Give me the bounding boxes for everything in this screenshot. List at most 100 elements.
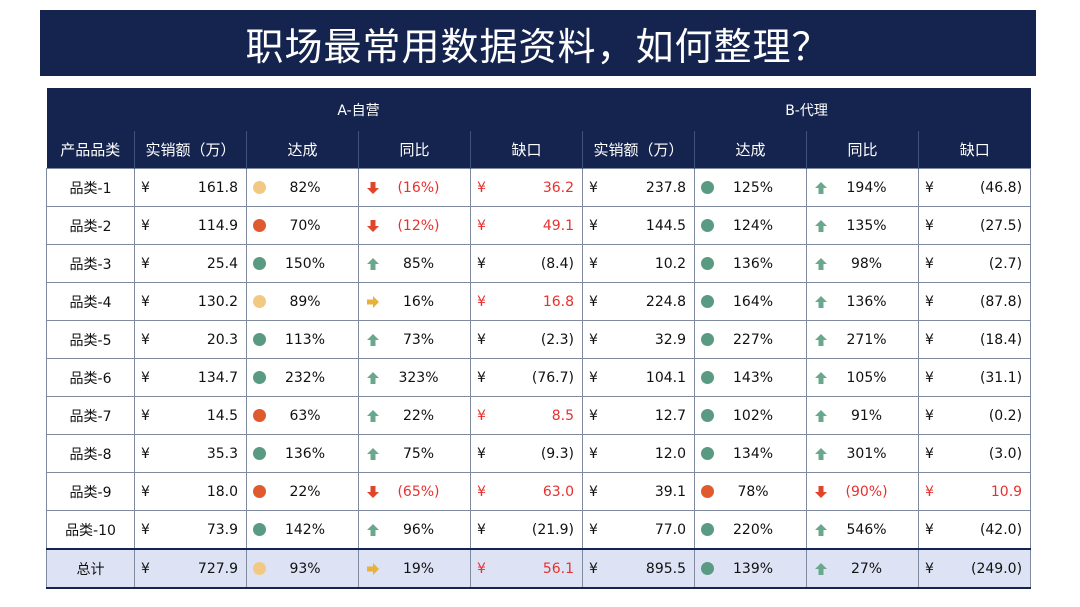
category-cell: 品类-2 [46,206,135,245]
gap-a-value: (76.7) [531,369,575,386]
table-row: 品类-6 ¥134.7 232% 323% ¥ (76.7) ¥104.1 143% 105% ¥… [46,358,1032,397]
sales-a-value: 14.5 [206,407,238,424]
yoy-b: 91% [806,396,920,435]
achievement-b: 124% [694,206,808,245]
status-dot-icon [701,447,715,460]
yoy-a-value: 85% [402,255,435,272]
gap-b: ¥ (87.8) [918,282,1032,321]
gap-a: ¥49.1 [469,206,584,245]
sales-b-wrap: ¥895.5 [583,550,694,587]
yoy-a-wrap: 323% [359,359,470,396]
status-dot-icon [253,295,266,308]
table-row: 品类-9 ¥18.0 22% (65%) ¥63.0 ¥39.1 78% (90%) ¥10.9 [46,472,1032,511]
yoy-b-value: 135% [846,217,887,234]
sales-a-wrap: ¥727.9 [135,550,246,587]
gap-a: ¥ (76.7) [469,358,584,397]
column-header-row: 产品品类 实销额（万） 达成 同比 缺口 实销额（万） 达成 同比 缺口 [46,131,1031,169]
gap-a: ¥ (21.9) [469,510,584,550]
gap-b: ¥ (31.1) [918,358,1032,397]
currency-symbol: ¥ [141,293,150,310]
gap-b-value: (2.7) [988,255,1023,272]
currency-symbol: ¥ [477,331,486,348]
yoy-a-wrap: 96% [359,511,470,548]
gap-a-value: 56.1 [542,560,575,577]
achievement-a: 142% [246,510,359,550]
achievement-b-value: 78% [737,483,769,500]
yoy-b: 271% [806,320,920,359]
currency-symbol: ¥ [141,331,150,348]
yoy-b: 135% [806,206,920,245]
achievement-b-value: 143% [733,369,774,386]
currency-symbol: ¥ [589,179,598,196]
trend-up-arrow-icon [813,523,829,537]
yoy-a-wrap: 85% [359,245,470,282]
status-dot-icon [253,562,266,575]
achievement-a: 22% [246,472,359,511]
gap-a: ¥56.1 [469,548,584,589]
status-dot-icon [253,485,266,498]
sales-a-value: 35.3 [206,445,238,462]
gap-b-wrap: ¥ (3.0) [919,435,1030,472]
status-dot-icon [253,181,266,194]
status-dot-icon [253,333,266,346]
sales-a-value: 130.2 [197,293,238,310]
sales-b-wrap: ¥237.8 [583,169,694,206]
achievement-b: 164% [694,282,808,321]
yoy-a: 323% [358,358,471,397]
sales-a-wrap: ¥134.7 [135,359,246,396]
achievement-a-wrap: 142% [247,511,358,548]
sales-b: ¥12.7 [582,396,696,435]
sales-a-wrap: ¥25.4 [135,245,246,282]
sales-a-value: 727.9 [197,560,238,577]
currency-symbol: ¥ [477,255,486,272]
gap-a-wrap: ¥36.2 [471,169,582,206]
sales-b-value: 10.2 [654,255,687,272]
gap-b: ¥10.9 [918,472,1032,511]
sales-b-value: 12.0 [654,445,687,462]
achievement-a-value: 93% [289,560,321,577]
sales-b-value: 12.7 [654,407,687,424]
table-row: 品类-1 ¥161.8 82% (16%) ¥36.2 ¥237.8 125% 194% ¥ (4… [46,168,1032,207]
achievement-a-value: 22% [289,483,321,500]
currency-symbol: ¥ [589,217,598,234]
achievement-b-wrap: 102% [695,397,806,434]
currency-symbol: ¥ [925,445,934,462]
group-header-b: B-代理 [582,88,1031,131]
currency-symbol: ¥ [141,560,150,577]
achievement-b-wrap: 227% [695,321,806,358]
yoy-b-value: 136% [846,293,887,310]
sales-b-wrap: ¥32.9 [583,321,694,358]
achievement-b-wrap: 134% [695,435,806,472]
achievement-b-wrap: 78% [695,473,806,510]
sales-a: ¥18.0 [134,472,247,511]
table-row: 品类-10 ¥73.9 142% 96% ¥ (21.9) ¥77.0 220% 546% ¥ (4… [46,510,1032,550]
sales-b-wrap: ¥12.7 [583,397,694,434]
gap-a-wrap: ¥ (9.3) [471,435,582,472]
achievement-a-value: 232% [284,369,326,386]
achievement-a-wrap: 93% [247,550,358,587]
gap-b-value: (31.1) [979,369,1023,386]
yoy-b-wrap: 105% [807,359,918,396]
currency-symbol: ¥ [925,255,934,272]
achievement-a: 136% [246,434,359,473]
status-dot-icon [701,219,715,232]
achievement-a-wrap: 89% [247,283,358,320]
currency-symbol: ¥ [141,407,150,424]
sales-b: ¥144.5 [582,206,696,245]
currency-symbol: ¥ [477,483,486,500]
yoy-b-value: 27% [850,560,883,577]
trend-up-arrow-icon [813,295,829,309]
sales-a-value: 161.8 [197,179,238,196]
gap-a-value: 8.5 [551,407,575,424]
achievement-b-value: 134% [733,445,774,462]
yoy-b-value: 98% [850,255,883,272]
header-b-achievement: 达成 [694,131,807,169]
achievement-b: 134% [694,434,808,473]
trend-up-arrow-icon [365,257,381,271]
achievement-a-value: 89% [289,293,321,310]
gap-b-wrap: ¥ (18.4) [919,321,1030,358]
trend-up-arrow-icon [365,371,381,385]
gap-b-value: (42.0) [979,521,1023,538]
gap-a-value: (2.3) [540,331,575,348]
currency-symbol: ¥ [589,445,598,462]
